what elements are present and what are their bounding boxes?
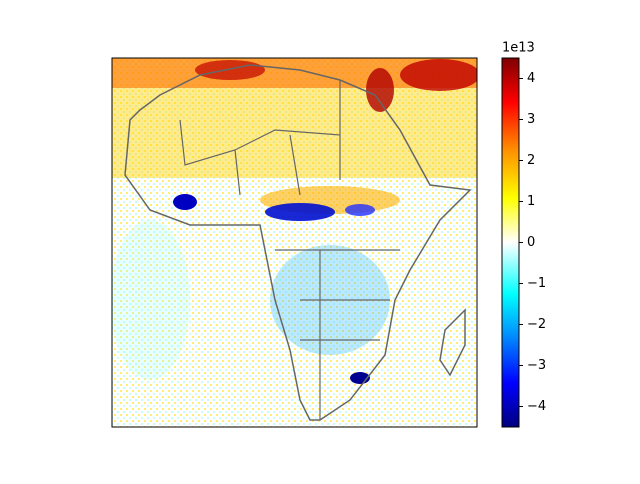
colorbar-tick-label: 0 xyxy=(527,235,535,250)
colorbar-tick-label: 2 xyxy=(527,153,535,168)
map-field xyxy=(112,58,477,427)
colorbar-tick-label: −4 xyxy=(527,399,546,414)
colorbar xyxy=(501,57,520,428)
colorbar-tick-label: 1 xyxy=(527,194,535,209)
colorbar-tick-label: 3 xyxy=(527,112,535,127)
colorbar-tick-label: −3 xyxy=(527,358,546,373)
colorbar-tick-label: 4 xyxy=(527,71,535,86)
colorbar-tick-label: −1 xyxy=(527,276,546,291)
colorbar-tick-label: −2 xyxy=(527,317,546,332)
colorbar-offset: 1e13 xyxy=(502,41,535,56)
map-frame xyxy=(111,57,478,428)
